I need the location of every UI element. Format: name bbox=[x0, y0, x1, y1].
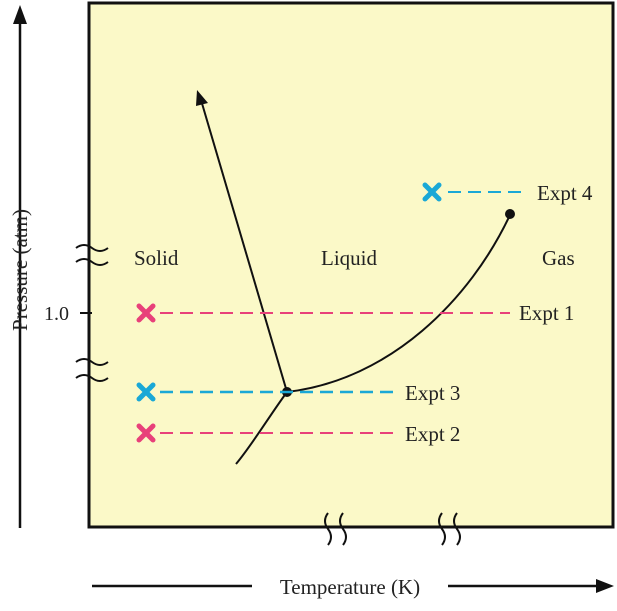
x-axis-label: Temperature (K) bbox=[280, 575, 420, 599]
expt-3-marker bbox=[136, 382, 156, 402]
region-liquid-label: Liquid bbox=[321, 246, 377, 270]
x-axis-break-right bbox=[438, 512, 461, 546]
solid-gas-boundary bbox=[235, 391, 288, 465]
expt-4-marker bbox=[422, 182, 442, 202]
expt-3-label: Expt 3 bbox=[405, 381, 460, 405]
expt-1-label: Expt 1 bbox=[519, 301, 574, 325]
solid-liquid-boundary bbox=[200, 99, 288, 393]
expt-4-label: Expt 4 bbox=[537, 181, 593, 205]
region-gas-label: Gas bbox=[542, 246, 575, 270]
expt-2-marker bbox=[136, 423, 156, 443]
phase-boundaries bbox=[196, 90, 511, 465]
y-tick-label: 1.0 bbox=[44, 303, 69, 325]
y-axis bbox=[13, 5, 27, 528]
region-solid-label: Solid bbox=[134, 246, 179, 270]
liquid-gas-boundary bbox=[286, 214, 511, 393]
y-axis-label: Pressure (atm) bbox=[8, 209, 32, 331]
x-axis-arrow bbox=[92, 579, 614, 593]
solid-liquid-arrowhead bbox=[196, 90, 208, 106]
y-axis-break-upper bbox=[75, 244, 109, 266]
y-axis-break-lower bbox=[75, 358, 109, 382]
plot-area bbox=[87, 1, 615, 529]
x-axis-break-left bbox=[324, 512, 347, 546]
expt-2-label: Expt 2 bbox=[405, 422, 460, 446]
critical-point bbox=[505, 209, 515, 219]
expt-1-marker bbox=[136, 303, 156, 323]
